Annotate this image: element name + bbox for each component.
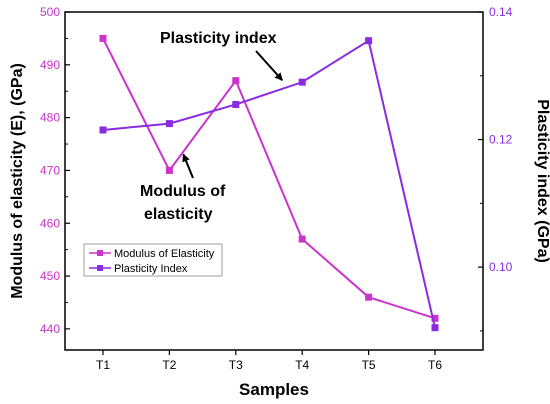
left-axis-title: Modulus of elasticity (E), (GPa) [9,63,26,299]
legend-label-modulus: Modulus of Elasticity [114,248,215,260]
x-tick-label-t2: T2 [162,358,176,372]
x-tick-label-t3: T3 [229,358,243,372]
left-tick-label-1: 450 [40,269,60,283]
series-1-point-t6 [431,324,439,332]
series-1-point-t1 [99,126,107,134]
series-1-point-t5 [365,37,373,45]
series-line-1 [102,39,436,328]
left-tick-label-2: 460 [40,216,60,230]
right-tick-label-2: 0.14 [489,5,513,19]
right-tick-label-1: 0.12 [489,133,513,147]
series-0-point-t1 [99,34,107,42]
legend-marker-plasticity [97,265,103,271]
annotation-plasticity-index: Plasticity index [160,30,277,47]
plot-frame [64,11,484,351]
series-0-point-t2 [165,166,173,174]
left-tick-label-6: 500 [40,5,60,19]
left-tick-label-3: 470 [40,163,60,177]
annotations: Plasticity index Modulus of elasticity [140,30,283,223]
axis-labels: Samples Modulus of elasticity (E), (GPa)… [9,63,550,399]
annotation-modulus-line1: Modulus of [140,183,226,200]
annotation-arrow-modulus [182,153,194,179]
x-tick-label-t4: T4 [295,358,309,372]
legend: Modulus of Elasticity Plasticity Index [83,243,223,277]
right-tick-label-0: 0.10 [489,260,513,274]
annotation-arrow-plasticity [255,50,283,81]
left-tick-label-4: 480 [40,111,60,125]
annotation-modulus-line2: elasticity [144,206,213,223]
legend-label-plasticity: Plasticity Index [114,263,188,275]
series-0-point-t4 [298,235,306,243]
series-1-point-t2 [165,120,173,128]
left-tick-label-5: 490 [40,58,60,72]
series-1-point-t4 [298,78,306,86]
legend-box [83,243,223,277]
series [99,34,439,332]
x-axis-title: Samples [239,380,309,399]
x-tick-label-t6: T6 [428,358,442,372]
series-1-point-t3 [232,100,240,108]
x-tick-label-t1: T1 [96,358,110,372]
x-tick-label-t5: T5 [362,358,376,372]
series-0-point-t5 [365,293,373,301]
series-line-0 [102,37,436,320]
series-0-point-t6 [431,314,439,322]
right-axis-title: Plasticity index (GPa) [534,99,550,263]
ticks: 440 450 460 470 480 490 500 0.10 0.12 0.14 T1 T2 T3 T… [40,5,513,372]
left-tick-label-0: 440 [40,322,60,336]
legend-marker-modulus [97,250,103,256]
series-0-point-t3 [232,77,240,85]
axes [64,11,484,351]
